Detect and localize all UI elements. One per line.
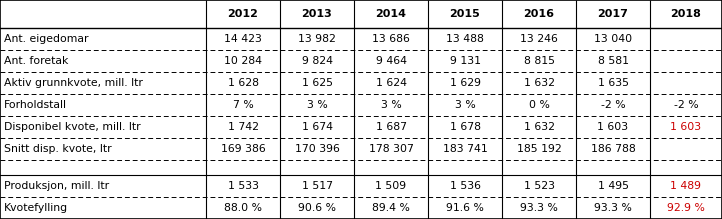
Text: 1 603: 1 603 (597, 122, 629, 132)
Text: 3 %: 3 % (455, 100, 475, 110)
Text: Forholdstall: Forholdstall (4, 100, 67, 110)
Text: -2 %: -2 % (601, 100, 625, 110)
Text: 1 742: 1 742 (227, 122, 258, 132)
Text: 8 581: 8 581 (598, 56, 628, 66)
Text: 2015: 2015 (450, 9, 480, 19)
Text: Aktiv grunnkvote, mill. ltr: Aktiv grunnkvote, mill. ltr (4, 78, 143, 88)
Text: 1 603: 1 603 (671, 122, 702, 132)
Text: 1 678: 1 678 (450, 122, 481, 132)
Text: Disponibel kvote, mill. ltr: Disponibel kvote, mill. ltr (4, 122, 141, 132)
Text: 1 517: 1 517 (302, 181, 333, 191)
Text: 1 687: 1 687 (375, 122, 406, 132)
Text: 2013: 2013 (302, 9, 332, 19)
Text: 13 246: 13 246 (520, 34, 558, 44)
Text: 13 982: 13 982 (298, 34, 336, 44)
Text: 183 741: 183 741 (443, 144, 487, 154)
Text: 92.9 %: 92.9 % (667, 203, 705, 213)
Text: 13 686: 13 686 (372, 34, 410, 44)
Text: 9 131: 9 131 (450, 56, 481, 66)
Text: Ant. foretak: Ant. foretak (4, 56, 69, 66)
Text: 2014: 2014 (375, 9, 406, 19)
Text: 7 %: 7 % (232, 100, 253, 110)
Text: 2018: 2018 (671, 9, 702, 19)
Text: 3 %: 3 % (307, 100, 327, 110)
Text: 0 %: 0 % (529, 100, 549, 110)
Text: 1 629: 1 629 (450, 78, 481, 88)
Text: 2017: 2017 (598, 9, 628, 19)
Text: 1 624: 1 624 (375, 78, 406, 88)
Text: 170 396: 170 396 (295, 144, 339, 154)
Text: Kvotefylling: Kvotefylling (4, 203, 68, 213)
Text: 13 488: 13 488 (446, 34, 484, 44)
Text: 178 307: 178 307 (368, 144, 414, 154)
Text: 13 040: 13 040 (594, 34, 632, 44)
Text: 1 625: 1 625 (302, 78, 333, 88)
Text: 10 284: 10 284 (224, 56, 262, 66)
Text: 2016: 2016 (523, 9, 554, 19)
Text: 1 509: 1 509 (375, 181, 406, 191)
Text: 1 489: 1 489 (671, 181, 702, 191)
Text: 1 536: 1 536 (450, 181, 481, 191)
Text: 1 523: 1 523 (523, 181, 554, 191)
Text: 93.3 %: 93.3 % (520, 203, 558, 213)
Text: 91.6 %: 91.6 % (446, 203, 484, 213)
Text: 1 533: 1 533 (227, 181, 258, 191)
Text: Ant. eigedomar: Ant. eigedomar (4, 34, 89, 44)
Text: Snitt disp. kvote, ltr: Snitt disp. kvote, ltr (4, 144, 112, 154)
Text: 9 824: 9 824 (302, 56, 333, 66)
Text: 1 635: 1 635 (598, 78, 628, 88)
Text: 14 423: 14 423 (224, 34, 262, 44)
Text: 93.3 %: 93.3 % (594, 203, 632, 213)
Text: 9 464: 9 464 (375, 56, 406, 66)
Text: -2 %: -2 % (674, 100, 698, 110)
Text: 89.4 %: 89.4 % (372, 203, 410, 213)
Text: 169 386: 169 386 (221, 144, 266, 154)
Text: 186 788: 186 788 (591, 144, 635, 154)
Text: 1 495: 1 495 (598, 181, 628, 191)
Text: 90.6 %: 90.6 % (298, 203, 336, 213)
Text: 1 674: 1 674 (302, 122, 333, 132)
Text: 1 632: 1 632 (523, 122, 554, 132)
Text: 88.0 %: 88.0 % (224, 203, 262, 213)
Text: 3 %: 3 % (380, 100, 401, 110)
Text: Produksjon, mill. ltr: Produksjon, mill. ltr (4, 181, 109, 191)
Text: 1 628: 1 628 (227, 78, 258, 88)
Text: 185 192: 185 192 (517, 144, 562, 154)
Text: 2012: 2012 (227, 9, 258, 19)
Text: 8 815: 8 815 (523, 56, 554, 66)
Text: 1 632: 1 632 (523, 78, 554, 88)
